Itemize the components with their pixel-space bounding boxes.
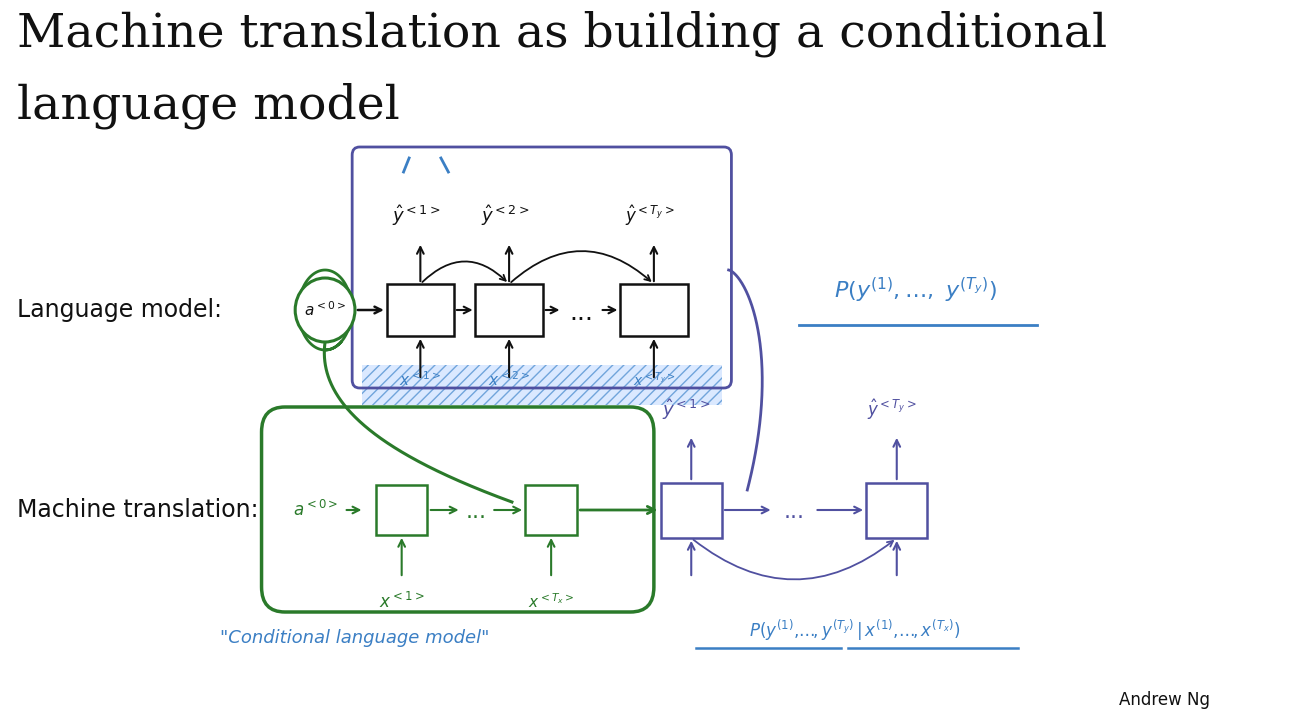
Text: Machine translation:: Machine translation: <box>17 498 259 522</box>
Text: $x^{<1>}$: $x^{<1>}$ <box>379 592 424 612</box>
Text: $\hat{y}^{<2>}$: $\hat{y}^{<2>}$ <box>481 203 529 228</box>
Text: ...: ... <box>466 502 487 522</box>
Text: $\hat{y}^{<1>}$: $\hat{y}^{<1>}$ <box>393 203 441 228</box>
Text: "Conditional language model": "Conditional language model" <box>221 629 490 647</box>
Text: $x^{<T_x>}$: $x^{<T_x>}$ <box>528 592 574 610</box>
Text: ...: ... <box>569 300 593 325</box>
Bar <box>867 483 927 537</box>
Text: $a^{<0>}$: $a^{<0>}$ <box>293 500 339 520</box>
Text: $P(y^{(1)},\!\ldots\!,y^{(T_y)}\,|\,x^{(1)},\!\ldots\!,x^{(T_x)})$: $P(y^{(1)},\!\ldots\!,y^{(T_y)}\,|\,x^{(… <box>748 618 960 642</box>
Text: $\hat{y}^{<T_y>}$: $\hat{y}^{<T_y>}$ <box>625 204 675 228</box>
Bar <box>475 284 542 336</box>
Bar <box>620 284 688 336</box>
Bar <box>387 284 454 336</box>
Bar <box>525 485 576 535</box>
Text: $P(y^{(1)},\ldots,\ y^{(T_y)})$: $P(y^{(1)},\ldots,\ y^{(T_y)})$ <box>834 276 997 304</box>
Text: $\hat{y}^{<1>}$: $\hat{y}^{<1>}$ <box>662 397 710 422</box>
Bar <box>362 365 722 405</box>
Text: $\hat{y}^{<T_y>}$: $\hat{y}^{<T_y>}$ <box>867 397 916 422</box>
Text: Language model:: Language model: <box>17 298 222 322</box>
Bar <box>660 483 722 537</box>
Text: $x^{<2>}$: $x^{<2>}$ <box>488 370 530 389</box>
Text: $x^{<T_y>}$: $x^{<T_y>}$ <box>633 370 675 389</box>
Text: Machine translation as building a conditional: Machine translation as building a condit… <box>17 10 1107 57</box>
Text: Andrew Ng: Andrew Ng <box>1119 691 1209 709</box>
Text: ...: ... <box>784 502 805 522</box>
Text: language model: language model <box>17 82 399 128</box>
Bar <box>376 485 427 535</box>
Circle shape <box>295 278 355 342</box>
Text: $a^{<0>}$: $a^{<0>}$ <box>305 301 347 319</box>
Text: $x^{<1>}$: $x^{<1>}$ <box>399 370 441 389</box>
